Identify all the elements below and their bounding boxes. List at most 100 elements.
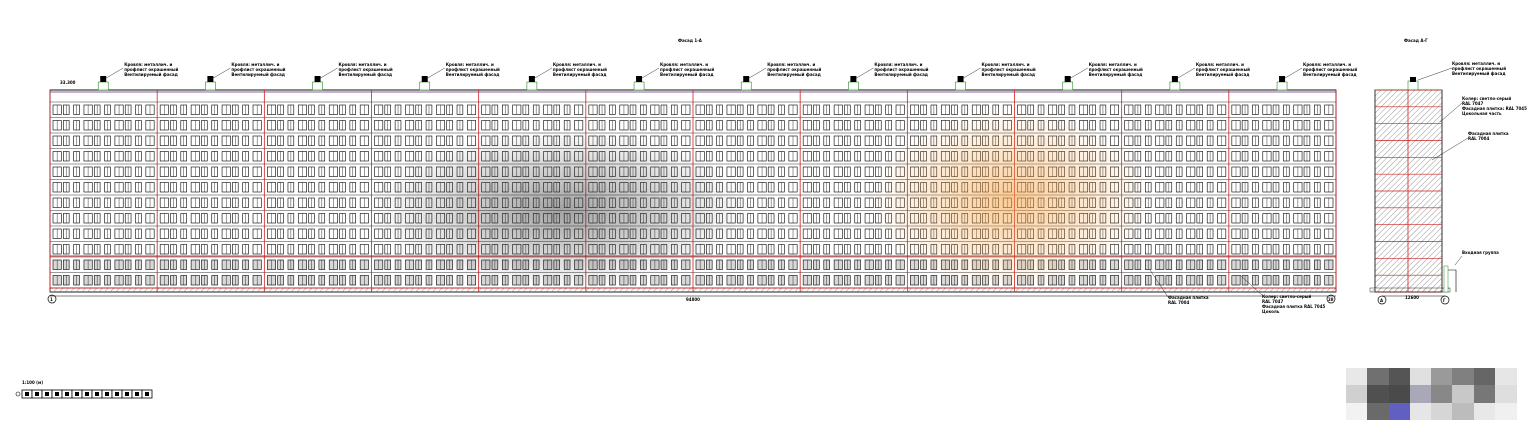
roof-callout-text: Вентилируемый фасад <box>874 72 928 77</box>
callout-leader <box>534 67 552 79</box>
roof-vent <box>421 76 428 82</box>
callout-leader <box>106 67 124 79</box>
blur-cell <box>1346 402 1368 421</box>
scale-tick <box>25 392 29 396</box>
roof-vent <box>100 76 107 82</box>
roof-callout-text: Вентилируемый фасад <box>231 72 285 77</box>
entry-canopy <box>1445 269 1457 292</box>
roof-callout-text: Вентилируемый фасад <box>660 72 714 77</box>
roof-callout-text: профлист окрашенный <box>1089 67 1143 72</box>
callout-leader <box>427 67 445 79</box>
svg-text:Входная группа: Входная группа <box>1462 250 1499 255</box>
callout-leader <box>749 67 767 79</box>
roof-callout-text: Вентилируемый фасад <box>553 72 607 77</box>
roof-callout-text: Кровля: металлич. и <box>874 62 922 67</box>
roof-penthouse <box>1062 81 1074 91</box>
svg-text:Цоколь: Цоколь <box>1262 309 1280 314</box>
blur-cell <box>1494 368 1517 386</box>
bottom-callout-2: Колер: светло-серый RAL 7047 Фасадная пл… <box>1239 274 1325 314</box>
roof-penthouse <box>740 81 752 91</box>
roof-vent <box>636 76 643 82</box>
roof-vent <box>850 76 857 82</box>
scale-bar: 1:100 (м) <box>15 380 153 399</box>
side-dimension-text: 12600 <box>1405 295 1419 300</box>
roof-penthouse <box>1276 81 1288 91</box>
svg-text:Вентилируемый фасад: Вентилируемый фасад <box>1452 71 1506 76</box>
blur-cell <box>1494 402 1517 421</box>
svg-text:RAL 7047: RAL 7047 <box>1462 101 1483 106</box>
callout-leader <box>641 67 660 79</box>
blur-cell <box>1452 385 1474 404</box>
roof-callout-text: профлист окрашенный <box>553 67 607 72</box>
roof-vent <box>207 76 214 82</box>
roof-callout-text: Вентилируемый фасад <box>124 72 178 77</box>
blur-cell <box>1431 402 1453 421</box>
blur-cell <box>1473 368 1496 386</box>
scale-label: 1:100 (м) <box>22 380 43 385</box>
roof-callout-text: профлист окрашенный <box>339 67 393 72</box>
svg-text:RAL 7047: RAL 7047 <box>1262 299 1283 304</box>
scale-marker <box>15 391 21 397</box>
scale-tick <box>115 392 119 396</box>
roof-callout-text: Кровля: металлич. и <box>1089 62 1137 67</box>
blur-cell <box>1473 402 1496 421</box>
svg-text:RAL 7004: RAL 7004 <box>1468 136 1489 141</box>
scale-tick <box>145 392 149 396</box>
blur-cell <box>1473 385 1496 404</box>
roof-callout-text: Вентилируемый фасад <box>1196 72 1250 77</box>
roof-callout-text: Кровля: металлич. и <box>982 62 1030 67</box>
side-callout-1: Колер: светло-серый RAL 7047 Фасадная пл… <box>1439 96 1527 123</box>
callout-leader <box>1284 67 1303 79</box>
side-penthouse <box>1407 80 1419 91</box>
roof-callout-text: Вентилируемый фасад <box>1303 72 1357 77</box>
entry-door <box>1443 265 1449 293</box>
roof-vent <box>314 76 321 82</box>
side-vent <box>1410 77 1416 82</box>
roof-callout-text: Вентилируемый фасад <box>1089 72 1143 77</box>
callout-leader <box>1070 67 1088 79</box>
side-facade-title: Фасад А-Г <box>1404 38 1428 43</box>
roof-callout-text: Кровля: металлич. и <box>446 62 494 67</box>
callout-leader <box>1177 67 1195 79</box>
side-axis-label-left: А <box>1380 298 1384 303</box>
roof-callout-text: профлист окрашенный <box>874 67 928 72</box>
scale-tick <box>85 392 89 396</box>
roof-vent <box>1064 76 1071 82</box>
roof-vent <box>1171 76 1178 82</box>
blur-cell <box>1452 368 1474 386</box>
side-callout-roof: Кровля: металлич. и профлист окрашенный … <box>1417 61 1506 81</box>
roof-callout-text: Кровля: металлич. и <box>767 62 815 67</box>
blur-cell <box>1367 402 1389 421</box>
roof-callout-text: Кровля: металлич. и <box>231 62 279 67</box>
bottom-callout-1: Фасадная плитка RAL 7004 <box>1149 269 1209 305</box>
roof-callout-text: Вентилируемый фасад <box>446 72 500 77</box>
blur-cell <box>1494 385 1517 404</box>
roof-penthouse <box>955 81 966 91</box>
roof-penthouse <box>1169 81 1181 91</box>
side-callout-2: Фасадная плитка RAL 7004 <box>1431 131 1509 161</box>
roof-callout-text: Вентилируемый фасад <box>767 72 821 77</box>
svg-text:Фасадная плитка RAL 7045: Фасадная плитка RAL 7045 <box>1262 304 1325 309</box>
blur-cell <box>1388 402 1411 421</box>
roof-penthouse <box>97 81 109 91</box>
scale-tick <box>105 392 109 396</box>
blurred-watermark-logo <box>1346 368 1517 421</box>
blur-cell <box>1409 385 1432 404</box>
roof-penthouse <box>848 81 859 91</box>
blur-cell <box>1388 385 1411 404</box>
scale-tick <box>125 392 129 396</box>
roof-penthouse <box>312 81 323 91</box>
blur-cell <box>1367 368 1389 386</box>
svg-text:Фасадная плитка: Фасадная плитка <box>1168 295 1209 300</box>
roof-vent <box>743 76 750 82</box>
main-facade-title: Фасад 1-А <box>678 38 703 43</box>
roof-callout-text: профлист окрашенный <box>1196 67 1250 72</box>
roof-penthouse <box>419 81 431 91</box>
blur-cell <box>1431 385 1453 404</box>
blur-cell <box>1409 368 1432 386</box>
roof-vent <box>1279 76 1286 82</box>
callout-leader <box>320 67 338 79</box>
axis-marker-left <box>47 294 57 304</box>
elevation-mark: 33.300 <box>60 80 76 85</box>
roof-callout-text: профлист окрашенный <box>767 67 821 72</box>
